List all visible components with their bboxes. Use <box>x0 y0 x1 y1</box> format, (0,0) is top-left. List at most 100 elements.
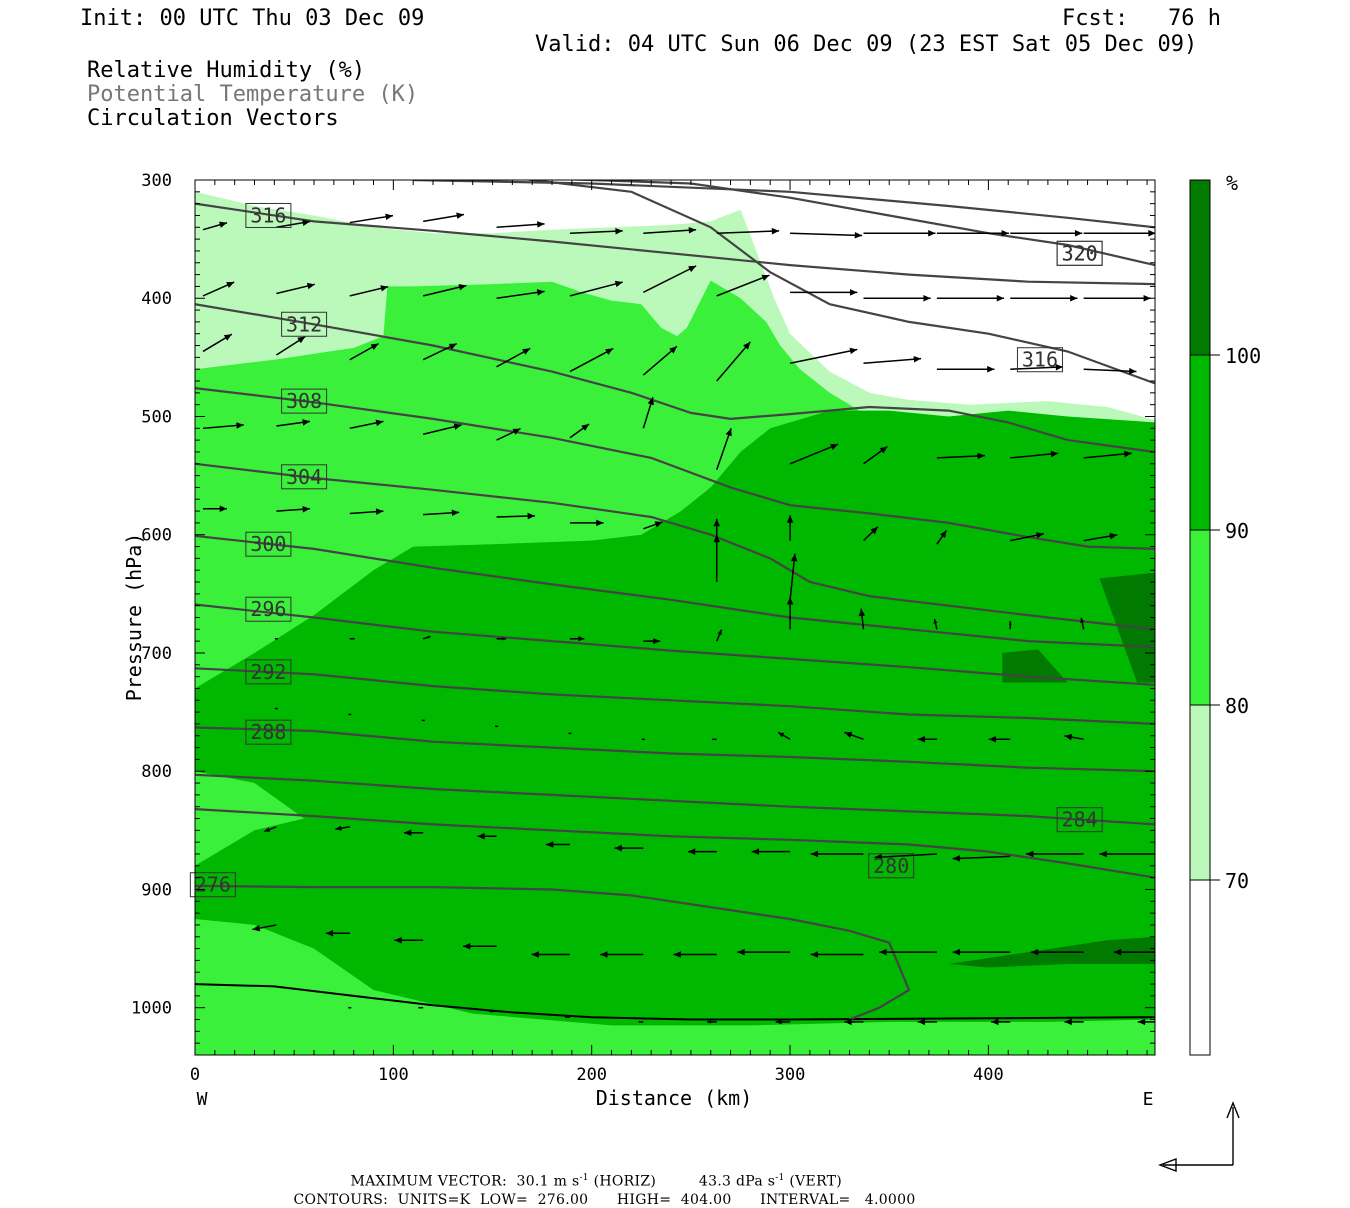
vector-head <box>790 553 798 562</box>
vector-head <box>928 229 936 237</box>
vector-shaft <box>1010 366 1064 370</box>
vector-arrow <box>569 636 585 642</box>
vector-head <box>236 422 244 429</box>
vector-head <box>977 452 985 460</box>
y-tick-label: 700 <box>141 644 172 664</box>
vector-head <box>858 608 866 617</box>
contour-line-312 <box>195 303 1155 454</box>
contours-high-label: HIGH= <box>616 1192 672 1208</box>
contour-label-text: 320 <box>1062 241 1098 265</box>
x-axis-east-label: E <box>1143 1089 1154 1110</box>
vector-shaft <box>569 281 623 297</box>
vector-head <box>394 937 402 944</box>
vector-shaft <box>789 443 839 465</box>
vector-head <box>688 265 697 273</box>
vector-head <box>418 1006 421 1009</box>
vector-head <box>451 509 460 517</box>
vector-arrow <box>1064 1018 1084 1026</box>
vector-shaft <box>716 230 780 234</box>
vector-arrow <box>477 832 497 840</box>
vector-arrow <box>858 608 866 630</box>
vector-head <box>426 636 431 639</box>
vector-arrow <box>1010 229 1083 237</box>
colorbar-segment <box>1190 705 1210 880</box>
contour-label-text: 316 <box>1022 348 1058 372</box>
vector-arrow <box>496 347 531 368</box>
vector-arrow <box>643 638 661 645</box>
colorbar <box>1189 179 1220 1056</box>
vector-head <box>223 334 232 341</box>
y-tick-label: 900 <box>141 880 172 900</box>
contour-line-320 <box>413 180 1155 229</box>
vector-arrow <box>600 951 644 958</box>
vector-shaft <box>496 223 545 229</box>
vector-head <box>489 1009 493 1013</box>
vector-arrow <box>789 347 858 365</box>
vector-arrow <box>349 213 394 224</box>
vector-head <box>1050 450 1059 458</box>
vector-arrow <box>638 1021 644 1023</box>
vector-head <box>1124 450 1132 458</box>
vector-shaft <box>1083 368 1137 373</box>
vector-head <box>638 1021 641 1023</box>
vector-head <box>849 347 858 355</box>
max-vector-horiz-tag: (HORIZ) <box>593 1173 657 1190</box>
legend-relative-humidity: Relative Humidity (%) <box>87 58 366 83</box>
vector-shaft <box>936 454 985 459</box>
colorbar-segment <box>1190 880 1210 1055</box>
vector-arrow <box>687 848 717 855</box>
vector-arrow <box>1083 229 1155 237</box>
vector-head <box>226 282 235 289</box>
vector-shaft <box>1083 452 1132 459</box>
vector-head <box>458 284 467 291</box>
vector-head <box>713 518 720 527</box>
vector-arrow <box>716 629 723 642</box>
vector-arrow <box>810 951 864 958</box>
vector-arrow <box>462 942 497 950</box>
vector-head <box>786 515 794 523</box>
colorbar-unit: % <box>1226 171 1238 195</box>
humidity-region-100 <box>195 410 1155 1026</box>
vector-arrow <box>863 445 888 465</box>
vector-arrow <box>917 1018 937 1026</box>
vector-head <box>654 521 663 528</box>
vector-arrow <box>952 855 1011 862</box>
vector-head <box>1099 850 1107 858</box>
vector-head <box>830 443 839 451</box>
vector-arrow <box>863 356 922 365</box>
vector-arrow <box>496 512 535 520</box>
vector-head <box>1113 948 1122 956</box>
contour-label-box <box>281 388 328 414</box>
contour-line-292 <box>195 667 1155 725</box>
vector-arrow <box>325 929 350 937</box>
vector-head <box>879 948 887 956</box>
contour-label-box <box>281 311 328 337</box>
contour-label-308: 308 <box>281 388 328 414</box>
vector-arrow <box>569 227 623 235</box>
vector-head <box>810 951 819 958</box>
theta-contours <box>195 180 1155 1021</box>
vector-arrow <box>276 419 311 427</box>
vector-arrow <box>936 452 985 460</box>
vector-shaft <box>643 229 697 234</box>
vector-head <box>687 848 696 855</box>
contour-label-box <box>281 464 328 490</box>
max-vector-label: MAXIMUM VECTOR: <box>350 1173 507 1190</box>
vector-head <box>1064 733 1073 741</box>
vector-arrow <box>775 1019 791 1025</box>
circulation-vectors <box>202 212 1155 1026</box>
vector-head <box>725 428 732 437</box>
vector-head <box>673 951 681 958</box>
vector-shaft <box>569 230 623 234</box>
contour-label-292: 292 <box>245 659 292 685</box>
vector-head <box>615 227 623 235</box>
vector-head <box>940 530 947 538</box>
contour-line-308 <box>195 387 1155 550</box>
vector-arrow <box>936 294 1005 302</box>
vector-head <box>775 1019 782 1025</box>
vector-arrow <box>275 335 306 356</box>
vector-arrow <box>952 948 1011 956</box>
y-tick-label: 1000 <box>131 999 172 1019</box>
vector-arrow <box>1010 532 1045 542</box>
vector-head <box>522 348 531 355</box>
